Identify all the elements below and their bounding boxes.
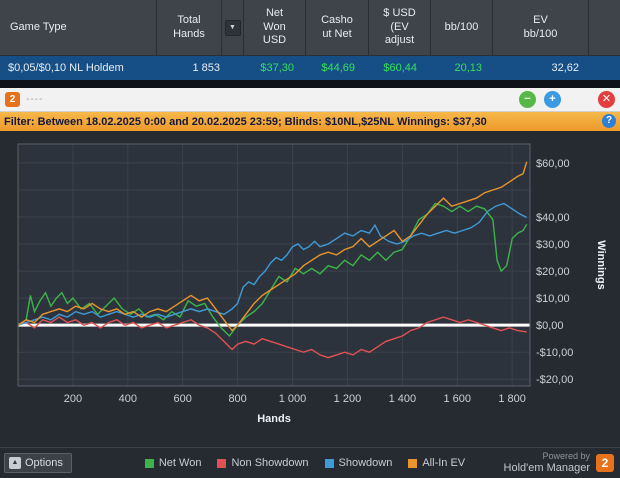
- svg-text:1 400: 1 400: [389, 393, 417, 405]
- column-header-filler: [589, 0, 620, 56]
- legend-label: Showdown: [338, 457, 393, 469]
- brand-name: Hold'em Manager: [503, 462, 590, 474]
- legend-swatch: [217, 458, 227, 468]
- sort-dropdown-button[interactable]: ▼: [224, 19, 241, 36]
- cell-ev-bb100: 32,62: [551, 62, 579, 74]
- legend-item: Non Showdown: [217, 457, 309, 469]
- svg-text:1 600: 1 600: [443, 393, 471, 405]
- column-header-total-hands[interactable]: Total Hands: [157, 0, 222, 56]
- close-button[interactable]: ✕: [598, 91, 615, 108]
- filter-text: Filter: Between 18.02.2025 0:00 and 20.0…: [4, 115, 487, 128]
- svg-text:Winnings: Winnings: [595, 240, 607, 289]
- powered-by-text: Powered by Hold'em Manager: [504, 451, 590, 475]
- status-bar: ▲ Options Net Won Non Showdown Showdown All…: [0, 447, 620, 478]
- svg-text:400: 400: [119, 393, 137, 405]
- help-icon[interactable]: ?: [602, 114, 616, 128]
- chart-legend: Net Won Non Showdown Showdown All-In EV: [140, 448, 470, 478]
- svg-text:-$10,00: -$10,00: [536, 347, 573, 359]
- report-window-titlebar[interactable]: 2 ---- − + ✕: [0, 88, 620, 112]
- legend-label: All-In EV: [422, 457, 466, 469]
- legend-label: Non Showdown: [231, 457, 309, 469]
- report-window-title: ----: [26, 94, 44, 105]
- column-sort-cell: ▼: [222, 0, 244, 56]
- column-header-usd-ev-adjust[interactable]: $ USD (EV adjust: [369, 0, 431, 56]
- cell-net-won-usd: $37,30: [260, 62, 294, 74]
- column-header-net-won-usd[interactable]: Net Won USD: [244, 0, 306, 56]
- hm2-window-icon: 2: [5, 92, 20, 107]
- svg-text:800: 800: [228, 393, 246, 405]
- column-header-cashout-net[interactable]: Cashout Net: [306, 0, 369, 56]
- cell-usd-ev-adjust: $60,44: [383, 62, 417, 74]
- svg-text:$20,00: $20,00: [536, 266, 570, 278]
- legend-swatch: [144, 458, 154, 468]
- svg-text:$30,00: $30,00: [536, 239, 570, 251]
- minimize-button[interactable]: −: [519, 91, 536, 108]
- winnings-chart: 200 400 600 800 1 000 1 200 1 400 1 600 1 800 $60…: [17, 143, 607, 425]
- table-row[interactable]: $0,05/$0,10 NL Holdem 1 853 $37,30 $44,6…: [0, 56, 620, 80]
- legend-item: All-In EV: [408, 457, 465, 469]
- legend-swatch: [408, 458, 418, 468]
- divider-strip: [0, 80, 620, 88]
- svg-text:600: 600: [174, 393, 192, 405]
- add-button[interactable]: +: [544, 91, 561, 108]
- powered-by-block: Powered by Hold'em Manager 2: [504, 451, 614, 475]
- svg-text:200: 200: [64, 393, 82, 405]
- legend-item: Net Won: [144, 457, 202, 469]
- chart-region: 200 400 600 800 1 000 1 200 1 400 1 600 1 800 $60…: [0, 131, 620, 447]
- svg-text:1 800: 1 800: [498, 393, 526, 405]
- column-header-game-type[interactable]: Game Type: [0, 0, 157, 56]
- cell-total-hands: 1 853: [192, 62, 220, 74]
- powered-by-label: Powered by: [542, 451, 590, 461]
- svg-text:Hands: Hands: [257, 413, 291, 425]
- column-header-ev-bb100[interactable]: EV bb/100: [493, 0, 589, 56]
- svg-text:$60,00: $60,00: [536, 158, 570, 170]
- options-button[interactable]: ▲ Options: [4, 453, 72, 473]
- hm2-logo-icon: 2: [596, 454, 614, 472]
- svg-text:1 000: 1 000: [279, 393, 307, 405]
- options-label: Options: [25, 457, 63, 469]
- legend-item: Showdown: [324, 457, 393, 469]
- options-arrow-icon: ▲: [9, 457, 21, 469]
- svg-text:$0,00: $0,00: [536, 320, 564, 332]
- svg-text:1 200: 1 200: [334, 393, 362, 405]
- column-header-bb100[interactable]: bb/100: [431, 0, 493, 56]
- cell-cashout-net: $44,69: [321, 62, 355, 74]
- svg-text:-$20,00: -$20,00: [536, 374, 573, 386]
- svg-text:$10,00: $10,00: [536, 293, 570, 305]
- svg-text:$40,00: $40,00: [536, 212, 570, 224]
- cell-bb100: 20,13: [454, 62, 482, 74]
- results-table-header: Game Type Total Hands ▼ Net Won USD Cash…: [0, 0, 620, 56]
- filter-bar[interactable]: Filter: Between 18.02.2025 0:00 and 20.0…: [0, 112, 620, 131]
- cell-game-type: $0,05/$0,10 NL Holdem: [8, 62, 124, 74]
- legend-swatch: [324, 458, 334, 468]
- legend-label: Net Won: [158, 457, 202, 469]
